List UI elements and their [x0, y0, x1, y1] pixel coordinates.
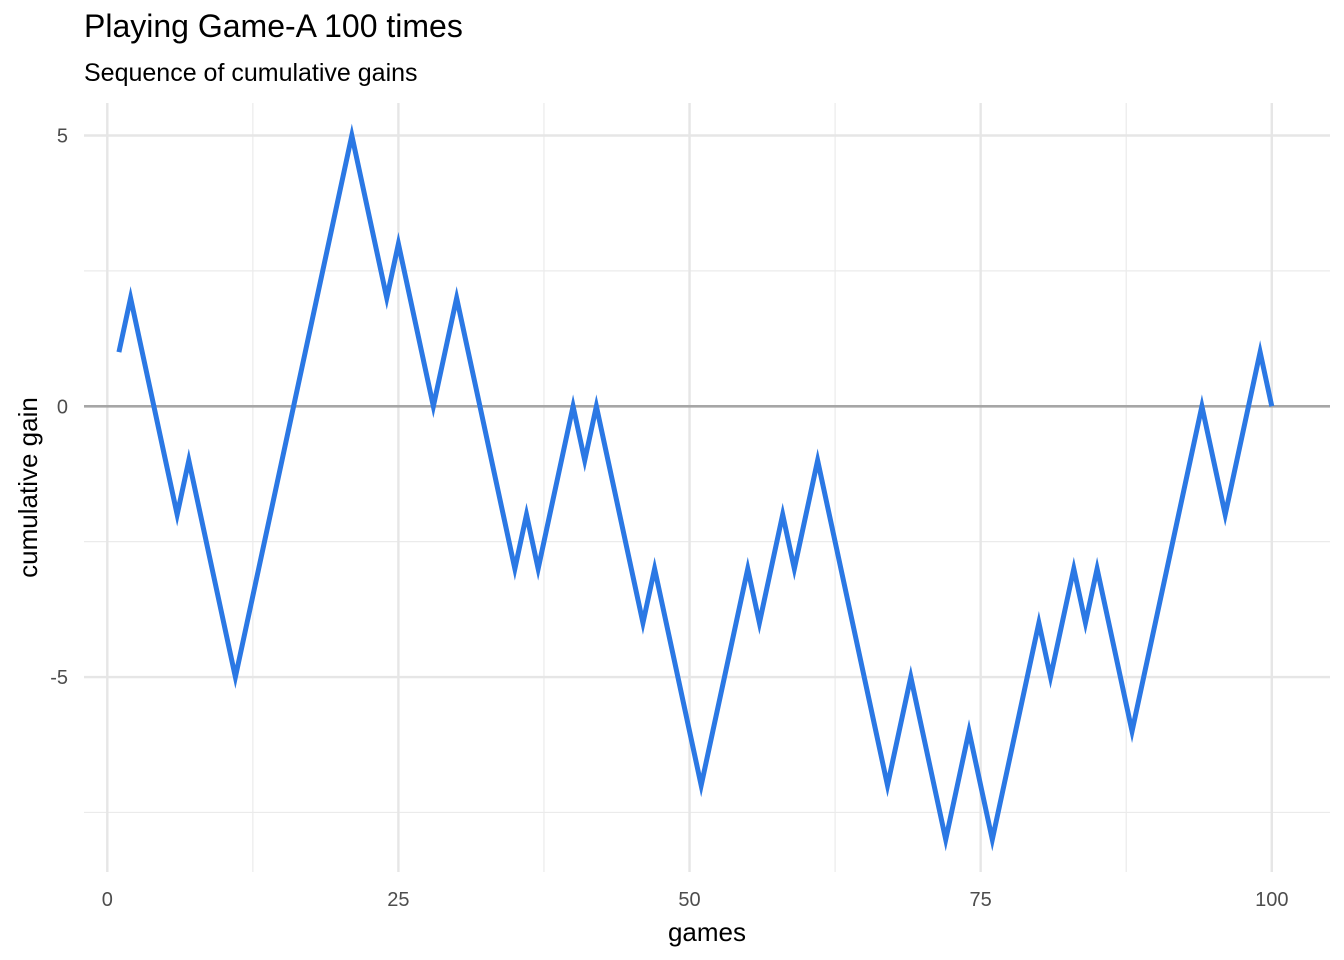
x-tick-label: 75	[970, 889, 992, 911]
series-layer	[116, 123, 1275, 852]
y-tick-label: 5	[57, 125, 68, 147]
y-tick-label: 0	[57, 396, 68, 418]
chart-subtitle: Sequence of cumulative gains	[84, 59, 418, 87]
x-axis-tick-labels: 0 25 50 75 100	[102, 889, 1289, 911]
y-axis-tick-labels: 5 0 -5	[50, 125, 68, 689]
y-axis-title: cumulative gain	[13, 397, 43, 578]
y-tick-label: -5	[50, 667, 68, 689]
x-axis-title: games	[668, 917, 746, 947]
chart-title: Playing Game-A 100 times	[84, 8, 463, 44]
major-gridlines	[84, 103, 1330, 872]
x-tick-label: 100	[1255, 889, 1288, 911]
x-tick-label: 0	[102, 889, 113, 911]
series-line	[116, 123, 1275, 852]
x-tick-label: 25	[387, 889, 409, 911]
x-tick-label: 50	[678, 889, 700, 911]
minor-gridlines	[84, 103, 1330, 872]
